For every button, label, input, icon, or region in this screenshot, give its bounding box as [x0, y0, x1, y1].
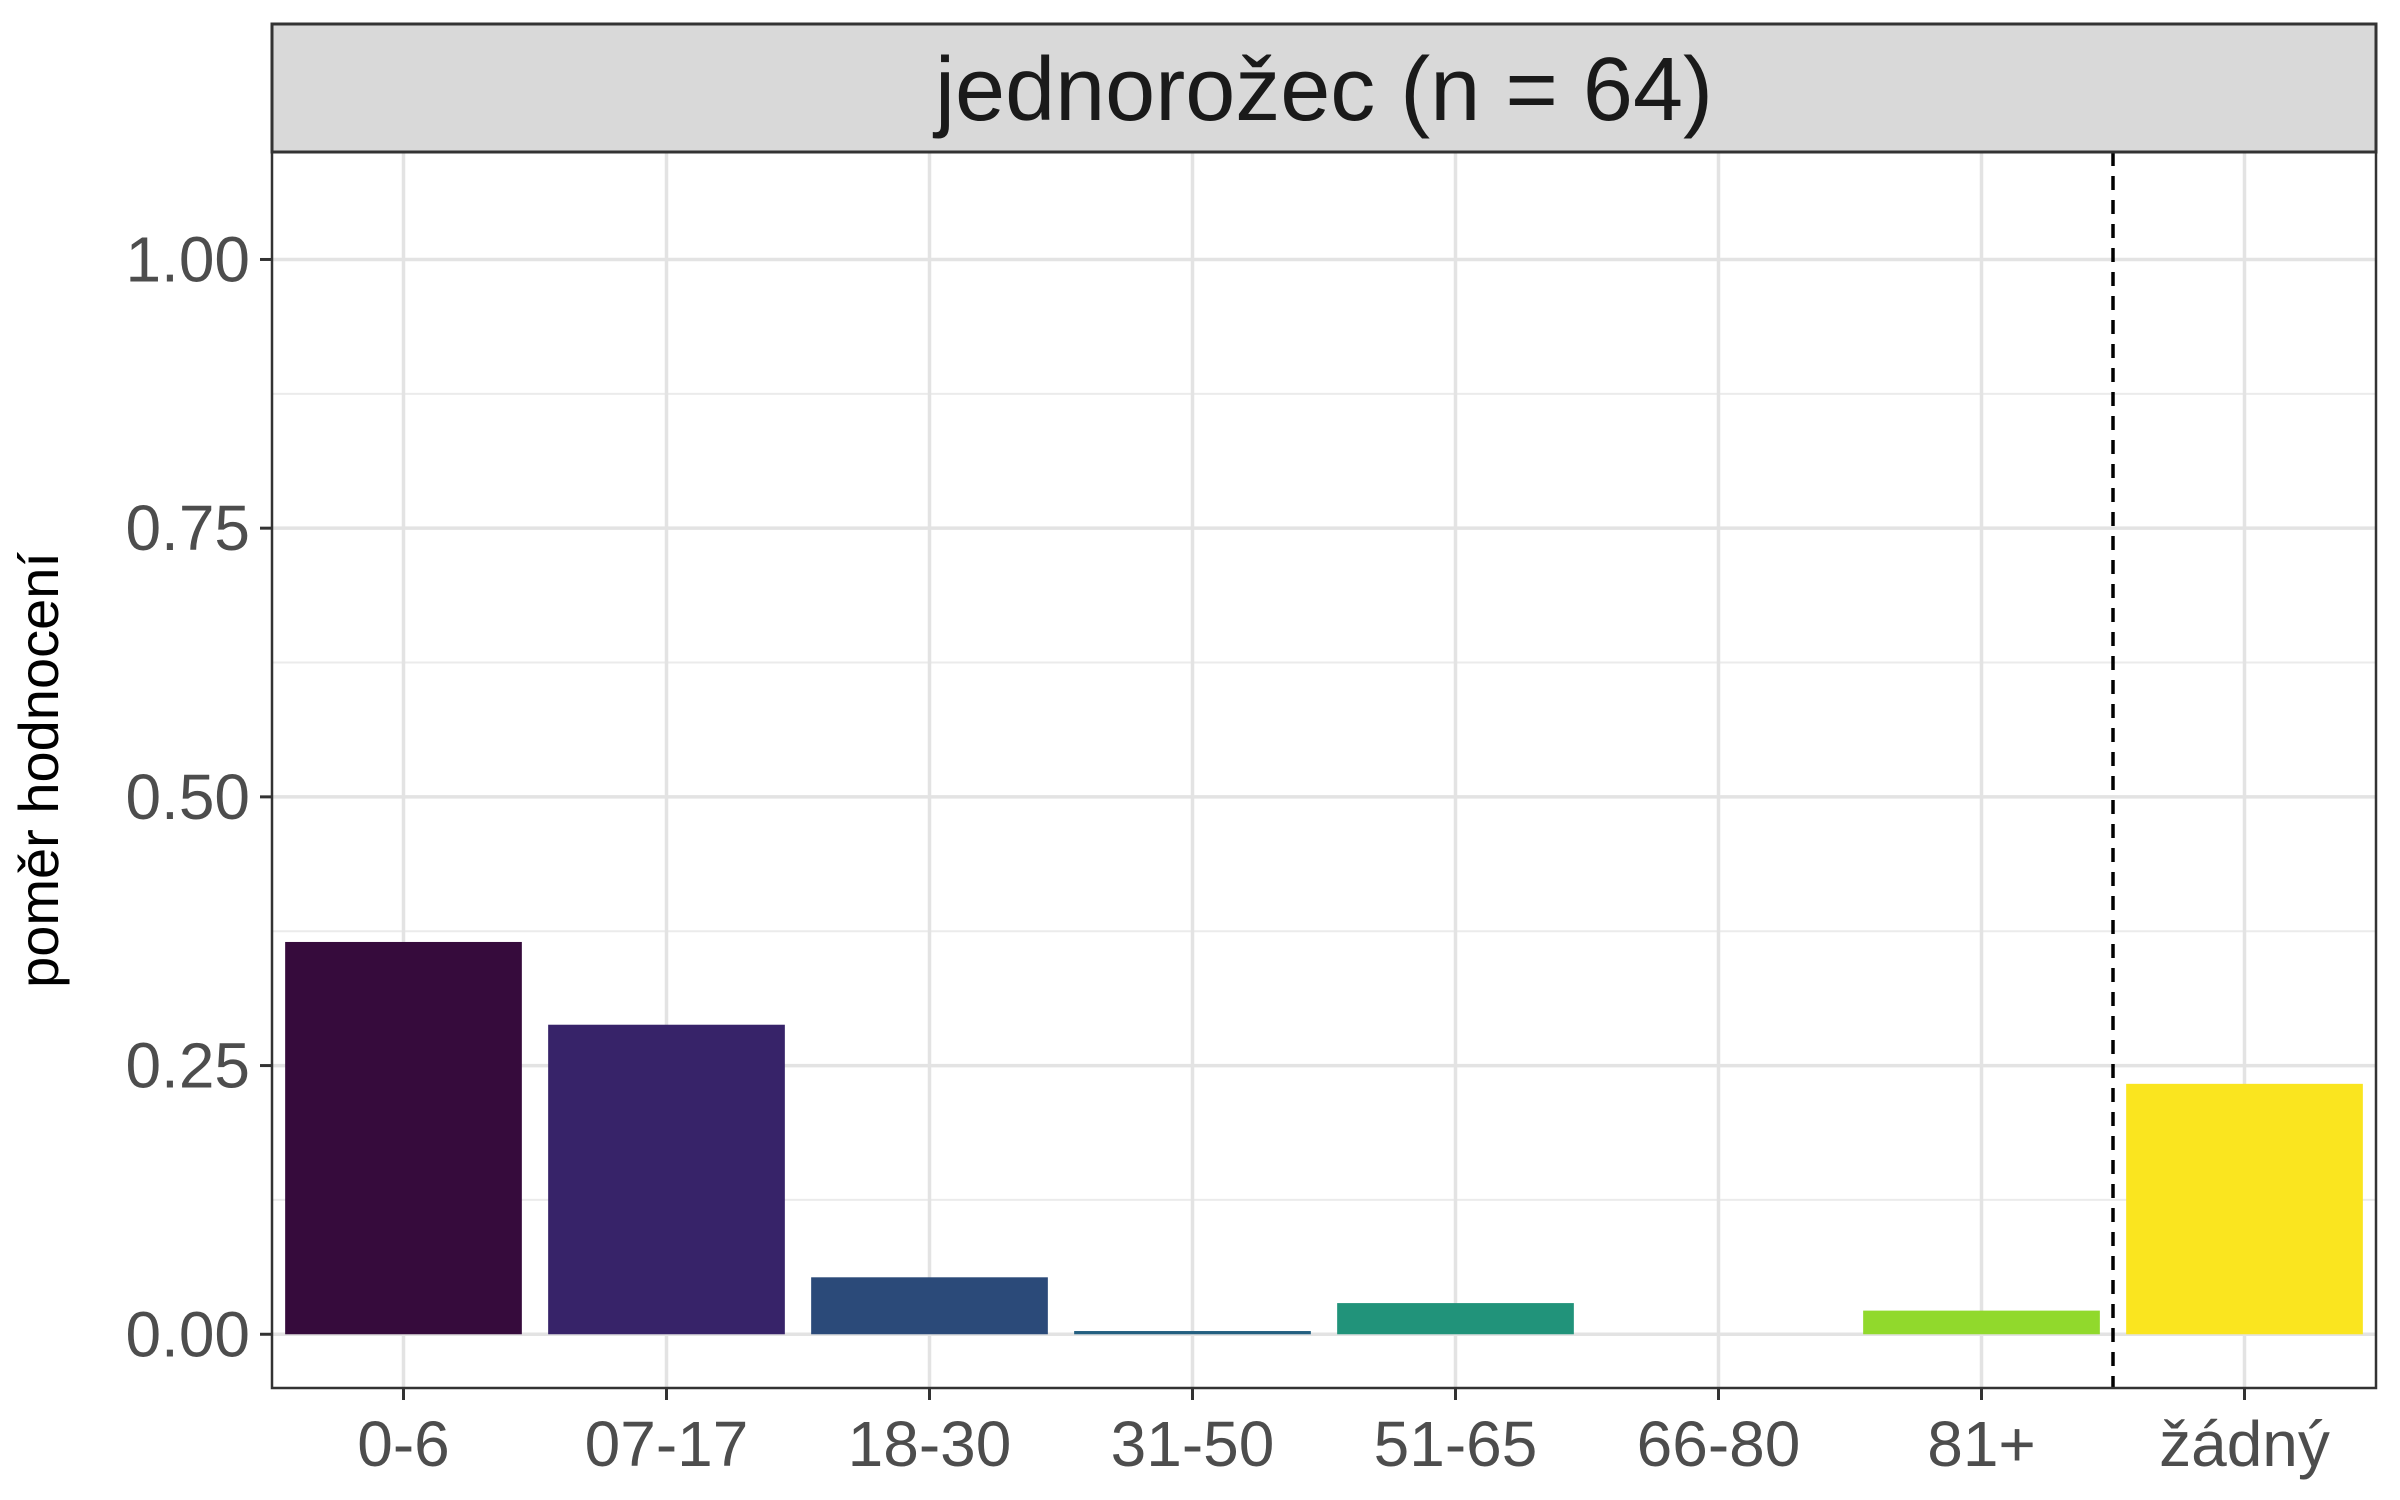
- y-axis: 0.00 0.25 0.50 0.75 1.00: [125, 223, 272, 1370]
- x-tick-label: žádný: [2159, 1408, 2330, 1480]
- minor-gridlines: [272, 392, 2376, 1201]
- y-tick-label: 0.75: [125, 492, 250, 564]
- x-tick-label: 81+: [1927, 1408, 2036, 1480]
- bar-žádný: [2126, 1083, 2363, 1335]
- x-tick-label: 18-30: [848, 1408, 1012, 1480]
- facet-strip: [270, 22, 2378, 154]
- bar-0-6: [285, 941, 522, 1335]
- bars: [285, 941, 2363, 1335]
- x-tick-label: 0-6: [357, 1408, 450, 1480]
- bar-07-17: [548, 1024, 785, 1335]
- y-tick-label: 0.25: [125, 1030, 250, 1102]
- y-tick-label: 0.00: [125, 1298, 250, 1370]
- bar-51-65: [1337, 1303, 1574, 1335]
- bar-81+: [1863, 1310, 2100, 1335]
- bar-18-30: [811, 1277, 1048, 1335]
- bar-31-50: [1074, 1331, 1311, 1335]
- y-tick-label: 0.50: [125, 761, 250, 833]
- x-tick-label: 66-80: [1637, 1408, 1801, 1480]
- y-tick-label: 1.00: [125, 223, 250, 295]
- panel-border: [270, 150, 2378, 1390]
- y-axis-title: poměr hodnocení: [7, 552, 70, 988]
- x-tick-label: 31-50: [1111, 1408, 1275, 1480]
- x-tick-label: 07-17: [585, 1408, 749, 1480]
- x-axis: 0-6 07-17 18-30 31-50 51-65 66-80 81+ žádný: [357, 1388, 2330, 1480]
- x-tick-label: 51-65: [1374, 1408, 1538, 1480]
- facet-title: jednorožec (n = 64): [932, 40, 1713, 140]
